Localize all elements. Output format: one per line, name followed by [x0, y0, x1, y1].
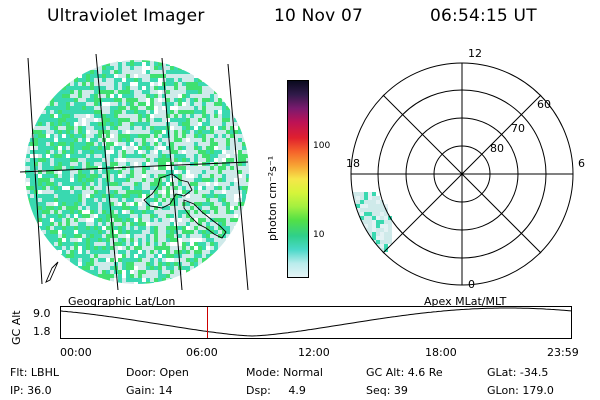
ts-ytick-bottom: 1.8 — [33, 325, 51, 338]
ts-xtick-0: 00:00 — [60, 346, 92, 359]
colorbar-tick-10: 10 — [313, 230, 325, 240]
geographic-image — [19, 54, 249, 291]
footer-gain: Gain: 14 — [126, 384, 173, 397]
footer-mode: Mode: Normal — [246, 366, 323, 379]
mlt-label-12: 12 — [468, 47, 482, 60]
footer-glon: GLon: 179.0 — [487, 384, 554, 397]
ts-xtick-2: 12:00 — [298, 346, 330, 359]
date-label: 10 Nov 07 — [274, 6, 364, 26]
altitude-curve — [60, 307, 572, 337]
mlt-label-0: 0 — [468, 278, 475, 291]
colorbar-title: photon cm⁻²s⁻¹ — [266, 155, 279, 241]
footer-filter: Flt: LBHL — [10, 366, 59, 379]
footer-seq: Seq: 39 — [366, 384, 408, 397]
colorbar-tick-100: 100 — [313, 141, 331, 151]
footer-door: Door: Open — [126, 366, 189, 379]
color-scale-bar — [287, 80, 309, 278]
mlt-label-18: 18 — [346, 157, 360, 170]
geographic-panel-title: Geographic Lat/Lon — [68, 295, 176, 308]
altitude-timeseries — [60, 306, 572, 339]
instrument-title: Ultraviolet Imager — [47, 6, 205, 26]
ts-ytick-top: 9.0 — [33, 307, 51, 320]
mlt-label-6: 6 — [578, 157, 585, 170]
footer-glat: GLat: -34.5 — [487, 366, 549, 379]
ts-xtick-4: 23:59 — [547, 346, 579, 359]
polar-mlat-mlt-plot — [350, 62, 574, 286]
footer-dsp: Dsp: 4.9 — [246, 384, 306, 397]
lat-lon-grid — [19, 54, 249, 291]
mlat-label-80: 80 — [490, 142, 504, 155]
ts-ylabel: GC Alt — [10, 310, 23, 345]
apex-panel-title: Apex MLat/MLT — [424, 295, 507, 308]
footer-ip: IP: 36.0 — [10, 384, 52, 397]
ts-xtick-3: 18:00 — [425, 346, 457, 359]
mlat-label-60: 60 — [537, 98, 551, 111]
polar-grid — [350, 62, 574, 286]
aurora-imagery — [25, 60, 249, 284]
coastline — [45, 173, 227, 283]
footer-gc-alt: GC Alt: 4.6 Re — [366, 366, 443, 379]
ts-xtick-1: 06:00 — [186, 346, 218, 359]
mlat-label-70: 70 — [511, 122, 525, 135]
time-label: 06:54:15 UT — [430, 6, 537, 26]
